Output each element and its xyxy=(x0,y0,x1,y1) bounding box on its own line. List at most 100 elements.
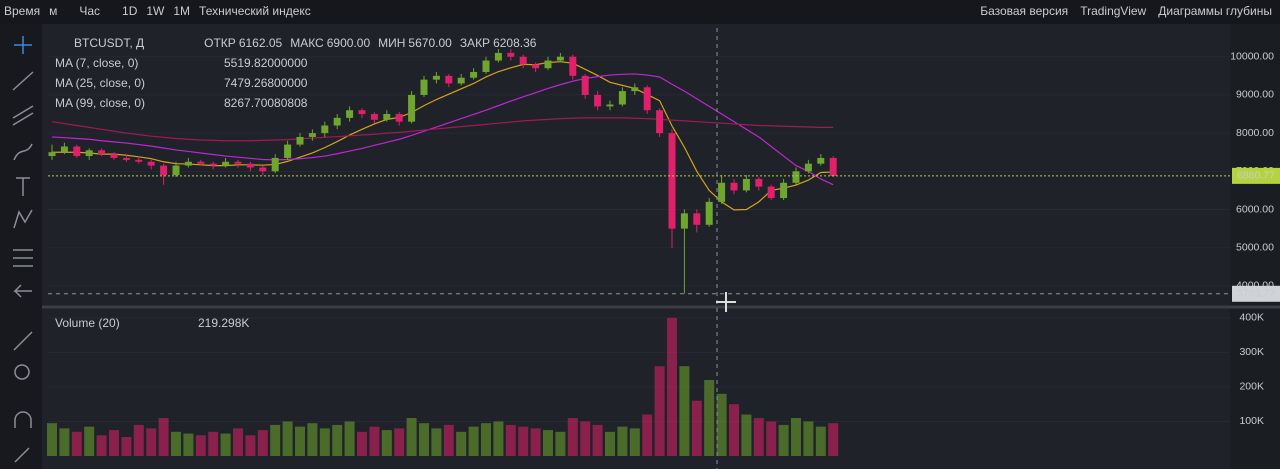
candle-body xyxy=(606,104,614,107)
y-tick-label: 5000.00 xyxy=(1236,241,1274,253)
back-tool[interactable] xyxy=(13,284,32,298)
toolbar-button[interactable]: Время xyxy=(4,4,40,18)
tool-icons xyxy=(12,36,34,463)
toolbar-button[interactable]: 1D xyxy=(122,4,138,18)
volume-bar xyxy=(530,428,541,456)
ma-value: 5519.82000000 xyxy=(224,56,308,70)
volume-bar xyxy=(443,424,454,456)
volume-bar xyxy=(456,431,467,456)
prediction-tool[interactable] xyxy=(13,249,33,267)
volume-bar xyxy=(766,421,777,456)
brush-tool[interactable] xyxy=(13,143,33,161)
volume-bar xyxy=(679,366,690,456)
ma-line xyxy=(51,117,834,142)
volume-bar xyxy=(667,317,677,456)
volume-bar xyxy=(605,431,615,456)
pattern-tool[interactable] xyxy=(13,209,33,229)
volume-bar xyxy=(704,380,715,456)
candle-body xyxy=(284,144,292,158)
candle-body xyxy=(817,157,825,164)
volume-bar xyxy=(109,430,119,456)
toolbar-button[interactable]: Базовая версия xyxy=(980,4,1068,18)
ma-value: 8267.70080808 xyxy=(224,96,308,110)
volume-bar xyxy=(493,421,504,456)
toolbar-button[interactable]: м xyxy=(49,4,57,18)
top-bar xyxy=(0,0,1280,24)
candle-body xyxy=(569,56,577,76)
cursor-price-label: 3793.72 xyxy=(1237,288,1275,300)
candle-body xyxy=(60,146,68,153)
ma-line xyxy=(51,73,834,186)
candle-body xyxy=(85,150,93,157)
volume-tick-label: 200K xyxy=(1239,381,1264,393)
volume-value: 219.298K xyxy=(198,316,249,330)
magnet-tool[interactable] xyxy=(14,411,32,428)
candle-body xyxy=(370,114,378,120)
ma-value: 7479.26800000 xyxy=(224,76,308,90)
toolbar-button[interactable]: 1M xyxy=(173,4,190,18)
volume-name: Volume (20) xyxy=(55,316,120,330)
volume-bar xyxy=(394,428,405,456)
volume-tick-label: 100K xyxy=(1239,415,1264,427)
candle-body xyxy=(308,133,316,137)
toolbar-button[interactable]: Час xyxy=(79,4,100,18)
candle-body xyxy=(594,94,602,107)
candle-body xyxy=(408,94,416,122)
volume-bar xyxy=(468,426,479,456)
toolbar-button[interactable]: TradingView xyxy=(1080,4,1146,18)
volume-bar xyxy=(195,435,206,456)
candle-body xyxy=(420,79,428,95)
lock-tool[interactable] xyxy=(14,447,30,463)
candle-body xyxy=(544,60,552,69)
candle-body xyxy=(160,165,168,176)
candle-body xyxy=(395,114,403,122)
ohlc-value: 6162.05 xyxy=(239,36,283,50)
candle-body xyxy=(147,161,155,166)
volume-bar xyxy=(555,431,566,456)
toolbar-button[interactable]: 1W xyxy=(146,4,165,18)
fib-tool[interactable] xyxy=(12,105,34,126)
candle-body xyxy=(631,87,639,92)
volume-bar xyxy=(381,430,392,456)
ohlc-label: ОТКР xyxy=(204,36,236,50)
volume-bar xyxy=(96,435,107,456)
volume-bar xyxy=(753,418,764,456)
toolbar-button[interactable]: Диаграммы глубины xyxy=(1158,4,1272,18)
ruler-tool[interactable] xyxy=(13,331,33,351)
volume-bar xyxy=(233,428,243,456)
volume-bar xyxy=(543,430,553,456)
volume-bar xyxy=(592,424,603,456)
volume-bar xyxy=(617,426,628,456)
ohlc-label: ЗАКР xyxy=(460,36,490,50)
volume-bar xyxy=(691,400,702,456)
candle-body xyxy=(234,161,242,164)
cursor xyxy=(716,292,736,312)
volume-bar xyxy=(518,426,529,456)
crosshair-tool[interactable] xyxy=(14,36,32,54)
candle-body xyxy=(742,178,750,191)
ma-name: MA (99, close, 0) xyxy=(55,96,145,110)
y-tick-label: 9000.00 xyxy=(1236,89,1274,101)
zoom-tool[interactable] xyxy=(14,364,30,380)
text-tool[interactable] xyxy=(16,177,30,196)
volume-bar xyxy=(716,393,727,456)
volume-bar xyxy=(183,433,194,456)
ma-name: MA (7, close, 0) xyxy=(55,56,138,70)
toolbar-button[interactable]: Технический индекс xyxy=(199,4,311,18)
candle-body xyxy=(122,157,130,160)
volume-bar xyxy=(369,426,380,456)
candle-body xyxy=(271,157,279,172)
volume-bar xyxy=(567,418,578,456)
volume-bar xyxy=(220,433,231,456)
candle-body xyxy=(680,213,688,229)
candle-body xyxy=(432,75,440,80)
candle-body xyxy=(197,161,205,164)
volume-bar xyxy=(270,424,281,456)
candle-body xyxy=(730,182,738,191)
candle-body xyxy=(643,87,651,111)
volume-bar xyxy=(245,435,256,456)
y-tick-label: 6000.00 xyxy=(1236,203,1274,215)
candle-body xyxy=(110,154,118,158)
line-tool[interactable] xyxy=(12,71,34,91)
